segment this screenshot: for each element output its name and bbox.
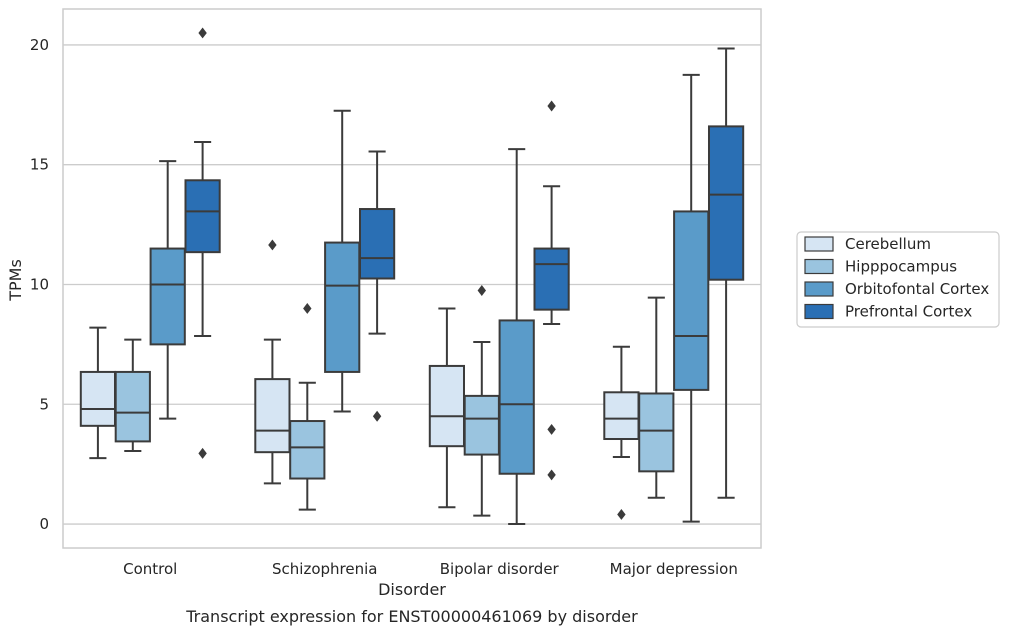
legend-swatch — [804, 236, 834, 252]
y-tick-label: 15 — [30, 156, 49, 174]
box-orbitofontal-cortex — [149, 160, 186, 420]
box-hipppocampus — [114, 338, 151, 452]
box-hipppocampus — [289, 302, 326, 511]
iqr-box — [149, 247, 186, 346]
y-tick-labels: 0 5 10 15 20 — [30, 36, 49, 533]
legend-label: Hipppocampus — [845, 258, 957, 276]
x-tick-label: Major depression — [610, 560, 738, 578]
outlier-point — [617, 509, 626, 520]
box-orbitofontal-cortex — [324, 109, 361, 413]
legend-frame — [796, 231, 1000, 328]
iqr-box — [533, 247, 570, 311]
iqr-box — [603, 391, 640, 441]
outlier-point — [198, 27, 207, 39]
y-tick-label: 10 — [30, 275, 49, 293]
box-cerebellum — [79, 326, 117, 460]
iqr-box — [184, 179, 221, 254]
iqr-box — [79, 370, 117, 427]
x-tick-label: Bipolar disorder — [440, 560, 560, 578]
x-tick-label: Schizophrenia — [272, 560, 377, 578]
iqr-box — [707, 125, 745, 281]
iqr-box — [463, 394, 500, 456]
outlier-point — [198, 447, 207, 459]
outlier-point — [477, 285, 486, 296]
x-axis-label: Disorder — [378, 580, 446, 599]
box-hipppocampus — [463, 285, 500, 517]
iqr-box — [114, 370, 151, 443]
iqr-box — [358, 208, 396, 280]
legend-swatch — [804, 281, 834, 297]
legend-swatch — [804, 258, 834, 275]
y-tick-label: 0 — [39, 515, 49, 533]
iqr-box — [428, 364, 466, 448]
boxes-layer — [79, 27, 745, 526]
box-cerebellum — [603, 345, 640, 520]
iqr-box — [324, 241, 361, 373]
iqr-box — [673, 210, 710, 391]
iqr-box — [289, 420, 326, 480]
outlier-point — [303, 302, 312, 314]
box-hipppocampus — [638, 296, 675, 499]
y-axis-label: TPMs — [6, 259, 25, 302]
outlier-point — [547, 469, 556, 481]
iqr-box — [638, 392, 675, 473]
legend-swatch — [804, 303, 834, 320]
box-prefrontal-cortex — [358, 150, 396, 422]
outlier-point — [547, 423, 556, 435]
legend: Cerebellum Hipppocampus Orbitofontal Corte… — [796, 231, 1000, 328]
y-tick-label: 20 — [30, 36, 49, 54]
chart-caption: Transcript expression for ENST0000046106… — [185, 607, 638, 626]
box-prefrontal-cortex — [707, 47, 745, 499]
box-prefrontal-cortex — [533, 100, 570, 481]
x-tick-labels: Control Schizophrenia Bipolar disorder Majo… — [123, 560, 738, 578]
outlier-point — [547, 100, 556, 112]
box-prefrontal-cortex — [184, 27, 221, 459]
x-tick-label: Control — [123, 560, 177, 578]
box-orbitofontal-cortex — [498, 148, 535, 526]
iqr-box — [498, 319, 535, 475]
outlier-point — [268, 239, 277, 251]
iqr-box — [254, 378, 291, 454]
y-tick-label: 5 — [39, 395, 49, 413]
plot-frame — [62, 8, 762, 549]
box-cerebellum — [428, 307, 466, 509]
legend-label: Orbitofontal Cortex — [845, 280, 989, 298]
box-orbitofontal-cortex — [673, 73, 710, 523]
outlier-point — [372, 410, 382, 422]
legend-label: Prefrontal Cortex — [845, 303, 972, 321]
box-cerebellum — [254, 239, 291, 485]
legend-label: Cerebellum — [845, 235, 931, 253]
